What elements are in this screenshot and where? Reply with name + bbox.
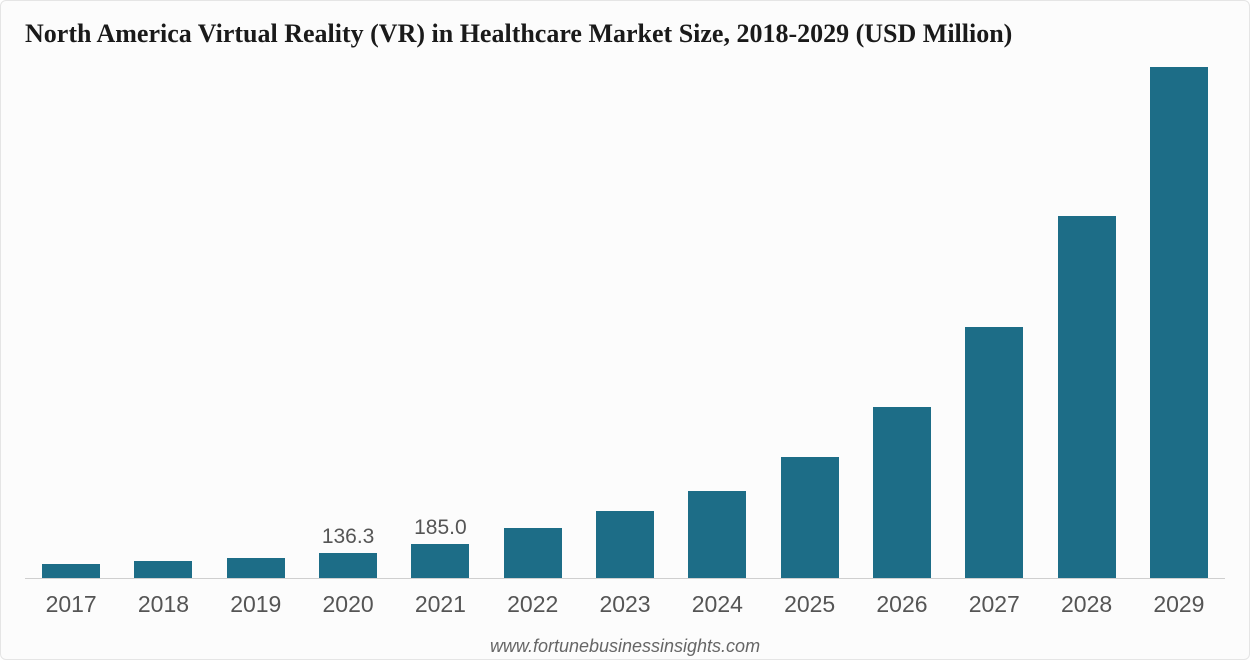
- bar-slot: [1040, 59, 1132, 578]
- x-axis-tick: 2025: [764, 591, 856, 618]
- x-axis-tick: 2023: [579, 591, 671, 618]
- bar: [965, 327, 1023, 578]
- bar-slot: [487, 59, 579, 578]
- x-axis-tick: 2029: [1133, 591, 1225, 618]
- bar-slot: 136.3: [302, 59, 394, 578]
- bar-slot: [117, 59, 209, 578]
- bar-slot: [764, 59, 856, 578]
- bar-slot: [1133, 59, 1225, 578]
- bar: [42, 564, 100, 578]
- bar: [504, 528, 562, 578]
- x-axis-tick: 2021: [394, 591, 486, 618]
- source-attribution: www.fortunebusinessinsights.com: [25, 636, 1225, 657]
- bar: [134, 561, 192, 578]
- chart-title: North America Virtual Reality (VR) in He…: [25, 19, 1225, 49]
- plot-area: 136.3 185.0: [25, 59, 1225, 579]
- chart-container: North America Virtual Reality (VR) in He…: [0, 0, 1250, 660]
- x-axis-tick: 2020: [302, 591, 394, 618]
- x-axis-tick: 2017: [25, 591, 117, 618]
- bar: [781, 457, 839, 578]
- bar: [1150, 67, 1208, 578]
- bar: [227, 558, 285, 578]
- bar-value-label: 185.0: [414, 516, 467, 540]
- bar-value-label: 136.3: [322, 525, 375, 549]
- bar: [319, 553, 377, 578]
- bar-slot: [856, 59, 948, 578]
- x-axis-tick: 2028: [1040, 591, 1132, 618]
- bar: [873, 407, 931, 578]
- x-axis-tick: 2019: [210, 591, 302, 618]
- bar-slot: [579, 59, 671, 578]
- bar: [411, 544, 469, 578]
- bar: [596, 511, 654, 578]
- x-axis-tick: 2026: [856, 591, 948, 618]
- bar-slot: [948, 59, 1040, 578]
- bar-slot: [210, 59, 302, 578]
- bar-slot: [25, 59, 117, 578]
- bar: [688, 491, 746, 578]
- x-axis-tick: 2024: [671, 591, 763, 618]
- x-axis-tick: 2022: [487, 591, 579, 618]
- bar-slot: 185.0: [394, 59, 486, 578]
- x-axis: 2017201820192020202120222023202420252026…: [25, 591, 1225, 618]
- bars-row: 136.3 185.0: [25, 59, 1225, 579]
- x-axis-tick: 2018: [117, 591, 209, 618]
- x-axis-tick: 2027: [948, 591, 1040, 618]
- bar-slot: [671, 59, 763, 578]
- bar: [1058, 216, 1116, 578]
